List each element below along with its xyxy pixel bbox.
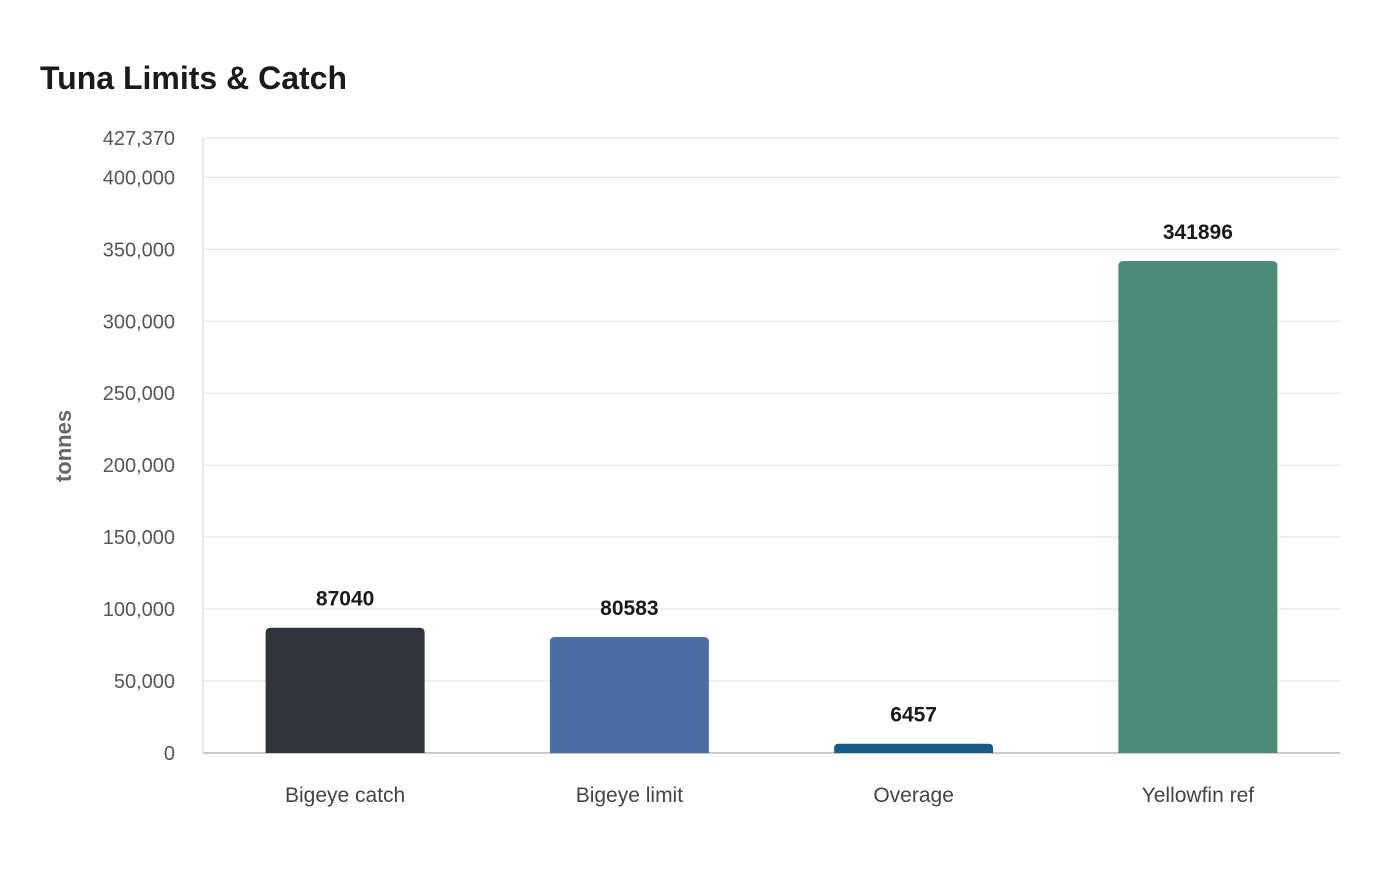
y-tick-label: 350,000 — [103, 239, 175, 261]
bar-yellowfin-ref — [1118, 261, 1278, 753]
chart-title: Tuna Limits & Catch — [40, 60, 347, 96]
labels: 0 50,000 100,000 150,000 200,000 250,000 300,0… — [51, 128, 1254, 807]
y-tick-label: 427,370 — [103, 128, 175, 150]
bar-overage — [834, 743, 994, 753]
y-tick-label: 150,000 — [103, 527, 175, 549]
y-tick-label: 50,000 — [114, 671, 175, 693]
bar-value-label: 80583 — [600, 597, 658, 620]
y-axis-title: tonnes — [51, 410, 76, 482]
y-tick-label: 250,000 — [103, 383, 175, 405]
y-tick-label: 200,000 — [103, 455, 175, 477]
x-category-label: Yellowfin ref — [1142, 784, 1255, 807]
bar-value-label: 87040 — [316, 588, 374, 611]
bar-bigeye-catch — [265, 627, 425, 753]
bar-bigeye-limit — [549, 637, 709, 753]
x-category-label: Bigeye limit — [576, 784, 684, 807]
y-tick-label: 300,000 — [103, 311, 175, 333]
bars — [265, 261, 1278, 753]
x-category-label: Bigeye catch — [285, 784, 405, 807]
y-tick-label: 0 — [164, 743, 175, 765]
y-tick-label: 400,000 — [103, 167, 175, 189]
y-tick-label: 100,000 — [103, 599, 175, 621]
x-category-label: Overage — [873, 784, 954, 807]
bar-value-label: 341896 — [1163, 221, 1233, 244]
bar-value-label: 6457 — [890, 704, 937, 727]
